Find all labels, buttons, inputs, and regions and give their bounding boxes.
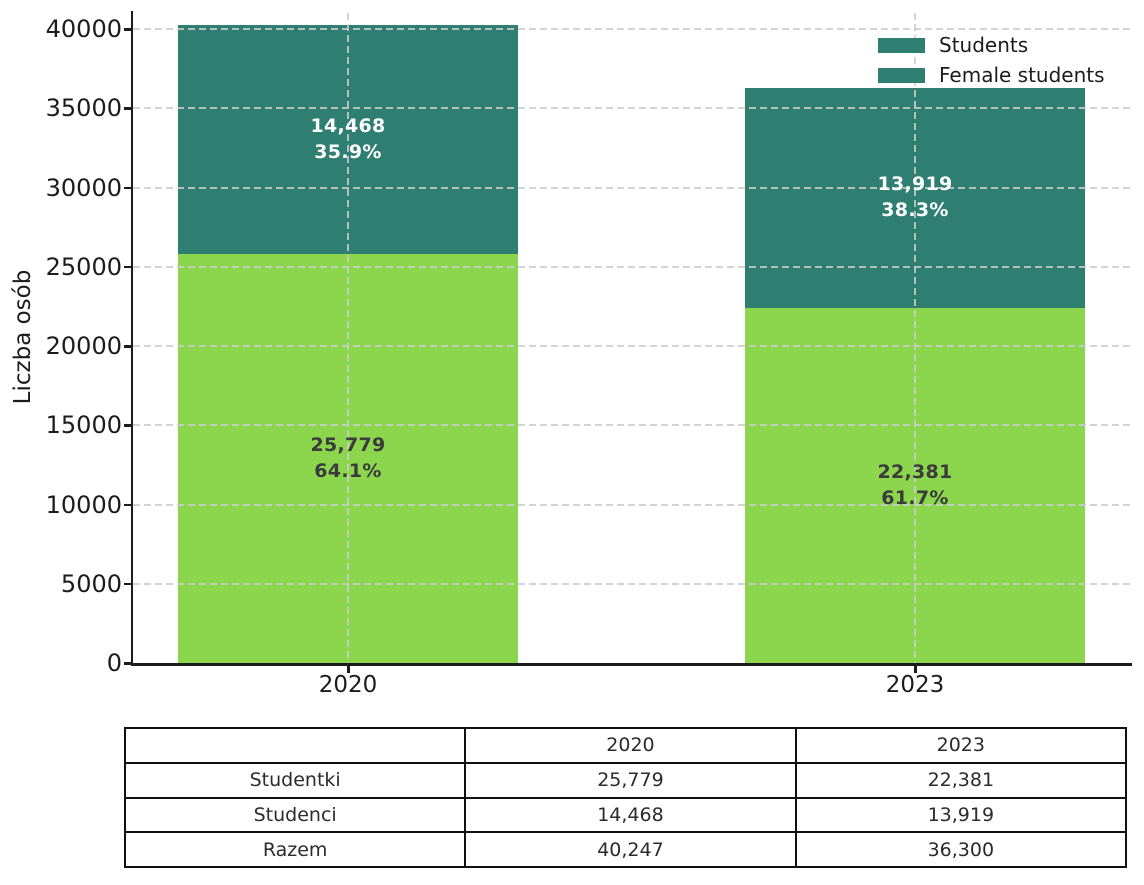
table-cell: 14,468	[464, 796, 797, 834]
summary-table: 2020 2023 Studentki 25,779 22,381 Studenci 14,…	[123, 727, 1128, 868]
legend: Students Female students	[878, 30, 1105, 90]
x-tick-label: 2023	[885, 672, 945, 698]
y-tick-mark	[124, 424, 133, 427]
table-cell: 25,779	[464, 761, 797, 799]
table-row: Razem 40,247 36,300	[123, 831, 1128, 868]
table-row: Studenci 14,468 13,919	[123, 796, 1128, 834]
bar-value-label: 25,779 64.1%	[238, 432, 458, 484]
table-cell: 2023	[794, 727, 1128, 764]
x-axis-spine	[130, 663, 1132, 666]
table-cell: 22,381	[794, 761, 1128, 799]
bar-pct-line: 38.3%	[881, 198, 949, 221]
bar-pct-line: 35.9%	[314, 140, 382, 163]
horizontal-gridline	[133, 424, 1130, 427]
y-tick-label: 35000	[45, 94, 122, 123]
legend-label: Students	[939, 33, 1029, 57]
bar-pct-line: 64.1%	[314, 459, 382, 482]
x-tick-mark	[914, 665, 917, 673]
y-tick-mark	[124, 265, 133, 269]
vertical-gridline	[914, 13, 916, 663]
y-tick-label: 30000	[45, 173, 122, 202]
horizontal-gridline	[133, 582, 1130, 585]
horizontal-gridline	[133, 503, 1130, 506]
y-tick-mark	[124, 28, 133, 31]
legend-label: Female students	[939, 63, 1105, 87]
horizontal-gridline	[133, 28, 1130, 30]
y-tick-mark	[124, 107, 133, 110]
horizontal-gridline	[133, 186, 1130, 189]
y-tick-label: 20000	[45, 332, 122, 360]
y-tick-mark	[124, 582, 133, 586]
table-row-label: Studenci	[123, 796, 467, 834]
table-cell: 36,300	[794, 831, 1128, 868]
bar-pct-line: 61.7%	[881, 486, 949, 509]
legend-swatch-teal	[878, 67, 925, 83]
x-tick-mark	[347, 665, 350, 673]
table-header-row: 2020 2023	[123, 727, 1128, 764]
y-tick-label: 40000	[45, 15, 122, 43]
table-cell: 40,247	[464, 831, 797, 868]
stacked-bar-chart: Liczba osób Students Female students 25,7…	[10, 11, 1132, 698]
legend-item: Female students	[878, 60, 1105, 90]
legend-item: Students	[878, 30, 1105, 60]
bar-value-line: 14,468	[310, 114, 386, 137]
bar-value-line: 22,381	[877, 460, 953, 483]
bar-value-label: 14,468 35.9%	[238, 113, 458, 165]
y-tick-label: 15000	[45, 411, 122, 440]
table-row-label: Razem	[123, 831, 467, 868]
table-cell: 13,919	[794, 796, 1128, 834]
table-row: Studentki 25,779 22,381	[123, 761, 1128, 799]
table-cell: 2020	[464, 727, 797, 764]
bar-value-line: 13,919	[877, 172, 953, 195]
table-row-label	[123, 727, 467, 764]
horizontal-gridline	[133, 265, 1130, 268]
y-tick-label: 0	[106, 649, 122, 677]
y-tick-label: 5000	[60, 569, 122, 598]
vertical-gridline	[347, 13, 349, 663]
y-tick-label: 25000	[45, 252, 122, 281]
y-axis-spine	[130, 11, 133, 666]
bar-value-label: 22,381 61.7%	[805, 459, 1025, 511]
y-tick-label: 10000	[45, 490, 122, 519]
bar-value-label: 13,919 38.3%	[805, 171, 1025, 223]
y-tick-mark	[124, 503, 133, 506]
horizontal-gridline	[133, 107, 1130, 110]
table-row-label: Studentki	[123, 761, 467, 799]
horizontal-gridline	[133, 345, 1130, 347]
x-tick-label: 2020	[318, 672, 378, 698]
y-tick-mark	[124, 186, 133, 189]
bar-value-line: 25,779	[310, 433, 386, 456]
y-tick-mark	[124, 662, 133, 665]
legend-swatch-teal	[878, 37, 925, 53]
y-tick-mark	[124, 345, 133, 348]
